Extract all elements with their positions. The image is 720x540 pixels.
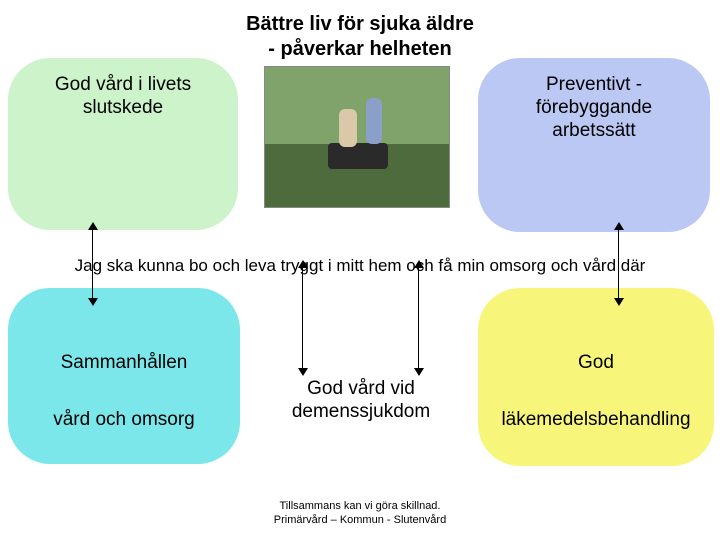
blob-bottom-right-line1: God (488, 352, 704, 375)
blob-top-right: Preventivt - förebyggande arbetssätt (478, 58, 710, 232)
blob-bottom-left-line2: vård och omsorg (18, 409, 230, 432)
blob-top-right-line2: förebyggande (488, 97, 700, 120)
center-photo (264, 66, 450, 208)
arrow-mid-left (302, 266, 303, 370)
arrow-left (92, 228, 93, 300)
blob-bottom-left: Sammanhållen vård och omsorg (8, 288, 240, 464)
middle-statement: Jag ska kunna bo och leva tryggt i mitt … (0, 256, 720, 276)
footer-line1: Tillsammans kan vi göra skillnad. (0, 500, 720, 514)
photo-wheelchair (328, 143, 388, 169)
blob-top-left-line2: slutskede (18, 97, 228, 120)
blob-bottom-right: God läkemedelsbehandling (478, 288, 714, 466)
photo-background (265, 67, 449, 144)
center-caption-line2: demenssjukdom (268, 401, 454, 424)
page-title: Bättre liv för sjuka äldre - påverkar he… (0, 12, 720, 62)
footer-line2: Primärvård – Kommun - Slutenvård (0, 514, 720, 528)
photo-person-standing (366, 98, 382, 144)
blob-top-left: God vård i livets slutskede (8, 58, 238, 230)
blob-bottom-left-line1: Sammanhållen (18, 352, 230, 375)
photo-person-seated (339, 109, 357, 147)
middle-statement-text: Jag ska kunna bo och leva tryggt i mitt … (75, 256, 646, 275)
blob-top-left-line1: God vård i livets (18, 74, 228, 97)
center-caption: God vård vid demenssjukdom (268, 378, 454, 424)
arrow-right (618, 228, 619, 300)
blob-bottom-right-line2: läkemedelsbehandling (488, 409, 704, 432)
footer: Tillsammans kan vi göra skillnad. Primär… (0, 500, 720, 528)
blob-top-right-line3: arbetssätt (488, 120, 700, 143)
title-line1: Bättre liv för sjuka äldre (0, 12, 720, 37)
center-caption-line1: God vård vid (268, 378, 454, 401)
arrow-mid-right (418, 266, 419, 370)
blob-top-right-line1: Preventivt - (488, 74, 700, 97)
